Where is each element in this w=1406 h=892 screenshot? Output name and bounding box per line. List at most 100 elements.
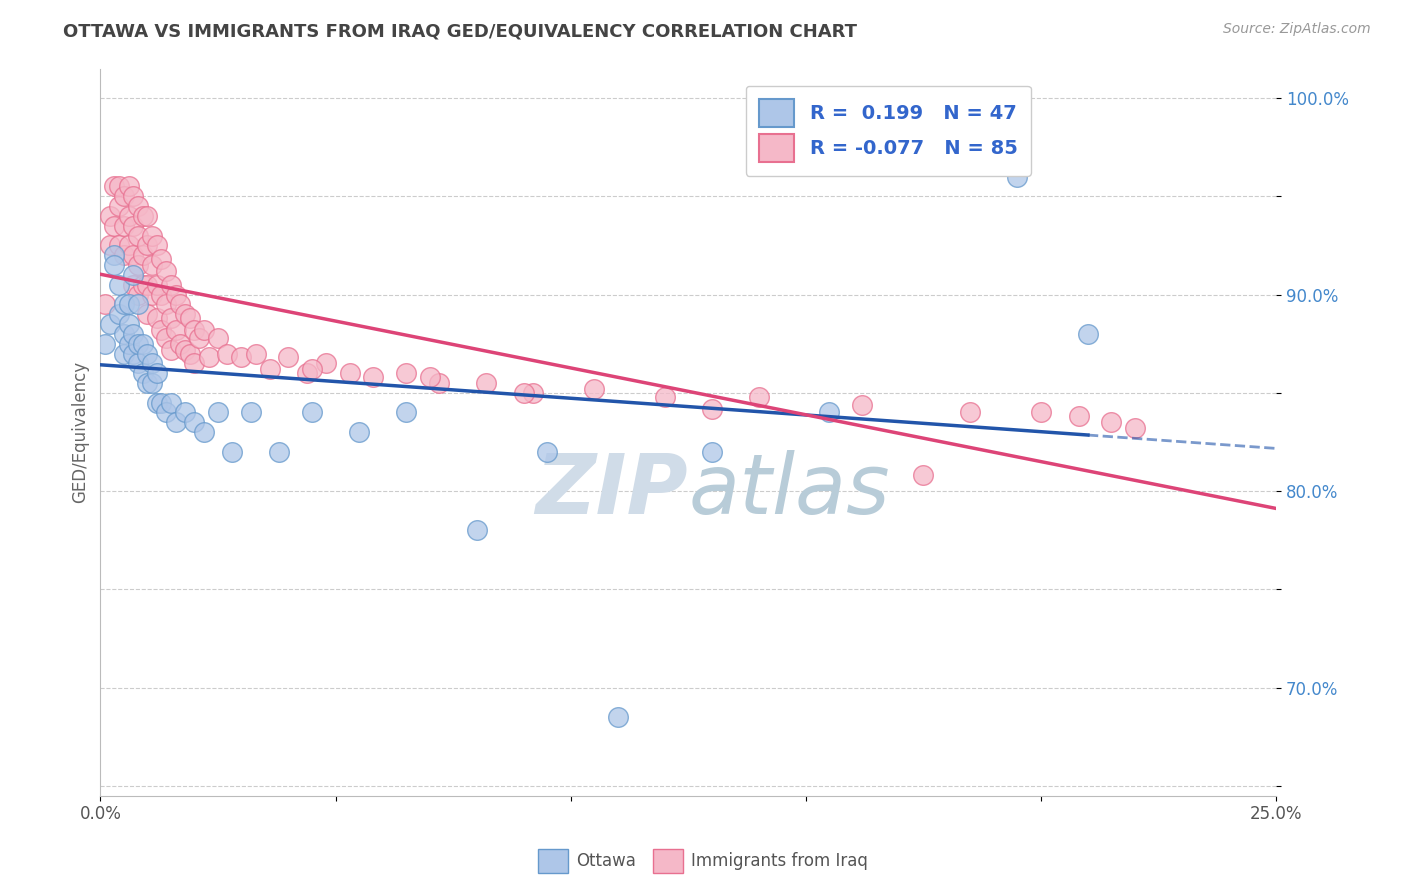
Point xyxy=(1123,421,1146,435)
Point xyxy=(112,219,135,233)
Point xyxy=(108,307,131,321)
Point xyxy=(169,297,191,311)
Point xyxy=(465,524,488,538)
Point xyxy=(94,336,117,351)
Point xyxy=(339,366,361,380)
Point xyxy=(141,376,163,390)
Point xyxy=(103,219,125,233)
Point xyxy=(155,331,177,345)
Point xyxy=(146,277,169,292)
Point xyxy=(150,287,173,301)
Point xyxy=(245,346,267,360)
Point xyxy=(197,351,219,365)
Point xyxy=(259,362,281,376)
Point xyxy=(136,238,159,252)
Point xyxy=(127,228,149,243)
Point xyxy=(122,277,145,292)
Point xyxy=(700,444,723,458)
Point xyxy=(112,248,135,262)
Point xyxy=(160,343,183,357)
Point xyxy=(267,444,290,458)
Point xyxy=(155,297,177,311)
Text: Source: ZipAtlas.com: Source: ZipAtlas.com xyxy=(1223,22,1371,37)
Point xyxy=(179,311,201,326)
Y-axis label: GED/Equivalency: GED/Equivalency xyxy=(72,361,89,503)
Point xyxy=(141,356,163,370)
Point xyxy=(146,395,169,409)
Point xyxy=(117,179,139,194)
Point xyxy=(94,297,117,311)
Point xyxy=(193,323,215,337)
Point xyxy=(160,311,183,326)
Point xyxy=(103,179,125,194)
Point xyxy=(127,297,149,311)
Point xyxy=(131,277,153,292)
Point xyxy=(150,252,173,267)
Point xyxy=(117,317,139,331)
Point xyxy=(959,405,981,419)
Point xyxy=(231,351,253,365)
Point xyxy=(522,385,544,400)
Point xyxy=(98,209,121,223)
Point xyxy=(583,382,606,396)
Point xyxy=(207,405,229,419)
Point xyxy=(117,336,139,351)
Text: atlas: atlas xyxy=(688,450,890,531)
Point xyxy=(146,311,169,326)
Point xyxy=(475,376,498,390)
Point xyxy=(122,219,145,233)
Point xyxy=(207,331,229,345)
Point xyxy=(127,287,149,301)
Point xyxy=(108,179,131,194)
Point xyxy=(395,366,418,380)
Point xyxy=(127,356,149,370)
Point xyxy=(536,444,558,458)
Point xyxy=(112,297,135,311)
Point xyxy=(174,307,197,321)
Point xyxy=(301,405,323,419)
Point xyxy=(103,248,125,262)
Point xyxy=(117,238,139,252)
Point xyxy=(606,710,628,724)
Point xyxy=(395,405,418,419)
Point xyxy=(221,444,243,458)
Point xyxy=(146,366,169,380)
Point xyxy=(165,287,187,301)
Point xyxy=(131,248,153,262)
Point xyxy=(361,370,384,384)
Point xyxy=(141,258,163,272)
Point xyxy=(131,209,153,223)
Point xyxy=(122,248,145,262)
Point xyxy=(136,307,159,321)
Point xyxy=(108,199,131,213)
Point xyxy=(150,323,173,337)
Point xyxy=(217,346,239,360)
Point xyxy=(347,425,370,439)
Point xyxy=(174,343,197,357)
Point xyxy=(239,405,262,419)
Point xyxy=(108,238,131,252)
Legend: R =  0.199   N = 47, R = -0.077   N = 85: R = 0.199 N = 47, R = -0.077 N = 85 xyxy=(745,86,1031,176)
Point xyxy=(700,401,723,416)
Point xyxy=(117,209,139,223)
Point xyxy=(512,385,534,400)
Point xyxy=(169,336,191,351)
Point xyxy=(277,351,299,365)
Point xyxy=(1077,326,1099,341)
Point xyxy=(1101,415,1123,429)
Point xyxy=(141,228,163,243)
Point xyxy=(179,346,201,360)
Point xyxy=(1007,169,1029,184)
Point xyxy=(112,326,135,341)
Point xyxy=(136,346,159,360)
Point xyxy=(122,346,145,360)
Point xyxy=(117,297,139,311)
Point xyxy=(150,395,173,409)
Point xyxy=(193,425,215,439)
Point xyxy=(183,356,205,370)
Point xyxy=(851,398,873,412)
Point xyxy=(419,370,441,384)
Text: ZIP: ZIP xyxy=(536,450,688,531)
Point xyxy=(127,199,149,213)
Point xyxy=(1067,409,1090,424)
